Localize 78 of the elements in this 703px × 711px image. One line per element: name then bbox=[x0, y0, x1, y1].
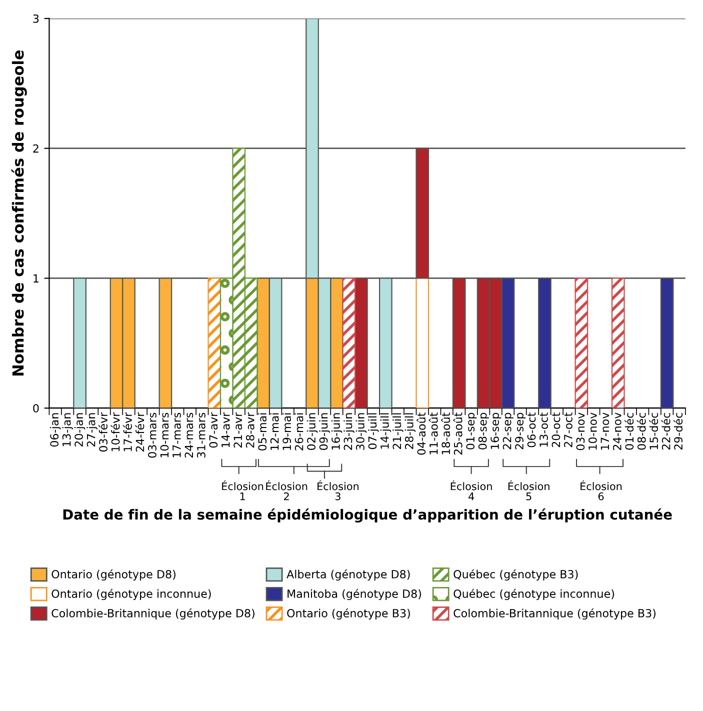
x-tick-label: 15-déc bbox=[649, 412, 658, 450]
x-tick-label: 06-oct bbox=[527, 412, 536, 448]
text: Éclosion 3 bbox=[318, 480, 359, 500]
legend-label: Ontario (génotype inconnue) bbox=[52, 588, 211, 600]
legend-label: Québec (génotype inconnue) bbox=[454, 588, 614, 600]
x-tick-label: 14-juill bbox=[380, 413, 392, 449]
bar bbox=[416, 278, 430, 408]
x-tick-label: 23-juin bbox=[344, 413, 354, 450]
y-tick-label: 0 bbox=[33, 404, 39, 412]
x-tick-label: 08-déc bbox=[636, 412, 646, 450]
x-tick-label: 05-mai bbox=[258, 413, 267, 450]
x-tick-label: 01-déc bbox=[624, 412, 634, 450]
x-tick-label: 09-juin bbox=[319, 413, 330, 450]
x-tick-label: 10-nov bbox=[588, 412, 597, 450]
x-tick-label: 29-déc bbox=[673, 412, 683, 450]
x-tick-label: 10-mars bbox=[160, 412, 169, 458]
x-tick-label: 13-jan bbox=[62, 413, 73, 446]
x-tick-label: 06-jan bbox=[50, 413, 61, 447]
x-tick-label: 07-juill bbox=[368, 413, 379, 450]
bar bbox=[611, 278, 625, 408]
x-tick-label: 13-oct bbox=[540, 412, 548, 447]
y-axis-title: Nombre de cas confirmés de rougeole bbox=[11, 50, 27, 376]
x-tick-label: 03-nov bbox=[576, 412, 585, 450]
bar bbox=[342, 278, 356, 408]
x-tick-label: 24-mars bbox=[184, 412, 194, 458]
x-tick-label: 27-oct bbox=[564, 412, 572, 448]
y-tick-label: 3 bbox=[33, 14, 39, 23]
x-tick-label: 21-juill bbox=[392, 413, 404, 450]
x-tick-label: 22-déc bbox=[661, 412, 670, 450]
legend-label: Ontario (génotype D8) bbox=[52, 569, 176, 581]
x-tick-label: 27-jan bbox=[86, 413, 98, 447]
x-tick-label: 26-mai bbox=[294, 413, 304, 450]
text: Éclosion 6 bbox=[580, 480, 622, 500]
text: Éclosion 5 bbox=[508, 480, 550, 500]
x-tick-label: 03-mars bbox=[148, 412, 156, 458]
x-tick-label: 21-avr bbox=[234, 412, 242, 448]
x-tick-label: 10-févr bbox=[110, 412, 120, 452]
x-tick-label: 08-sep bbox=[478, 412, 489, 450]
x-tick-label: 30-juin bbox=[356, 413, 367, 450]
x-tick-label: 28-avr bbox=[246, 412, 254, 448]
bar bbox=[574, 278, 588, 408]
x-tick-label: 03-févr bbox=[98, 412, 108, 452]
x-tick-label: 29-sep bbox=[515, 412, 526, 450]
x-tick-label: 22-sep bbox=[502, 412, 514, 450]
x-tick-label: 07-avr bbox=[209, 412, 218, 448]
x-tick-label: 04-août bbox=[416, 412, 426, 455]
x-tick-label: 14-avr bbox=[222, 412, 230, 448]
x-tick-label: 02-juin bbox=[306, 413, 318, 450]
x-tick-label: 16-sep bbox=[490, 412, 502, 449]
legend-label: Québec (génotype B3) bbox=[454, 569, 578, 581]
x-tick-label: 25-août bbox=[453, 412, 462, 455]
x-axis-title: Date de fin de la semaine épidémiologique d’apparition de l’éruption cutanée bbox=[63, 508, 672, 523]
x-tick-label: 11-août bbox=[428, 412, 438, 454]
legend-label: Colombie-Britannique (génotype D8) bbox=[52, 608, 254, 620]
x-tick-label: 31-mars bbox=[196, 412, 206, 458]
text: Éclosion 4 bbox=[450, 480, 492, 500]
x-tick-label: 01-sep bbox=[466, 412, 477, 450]
y-tick-label: 1 bbox=[34, 274, 38, 282]
x-tick-label: 17-mars bbox=[172, 412, 181, 458]
x-tick-label: 16-juin bbox=[331, 413, 342, 450]
legend-label: Ontario (génotype B3) bbox=[287, 608, 410, 620]
legend-label: Alberta (génotype D8) bbox=[286, 569, 410, 581]
x-tick-label: 12-mai bbox=[270, 413, 279, 450]
text: Éclosion 2 bbox=[266, 480, 308, 500]
x-tick-label: 18-août bbox=[441, 412, 450, 454]
x-tick-label: 24-nov bbox=[612, 412, 622, 450]
x-tick-label: 19-mai bbox=[282, 413, 292, 450]
legend-label: Colombie-Britannique (génotype B3) bbox=[454, 608, 656, 620]
bar bbox=[208, 278, 222, 408]
legend-label: Manitoba (génotype D8) bbox=[288, 588, 421, 600]
x-tick-label: 24-févr bbox=[135, 412, 144, 452]
x-tick-label: 17-nov bbox=[600, 412, 610, 450]
y-tick-label: 2 bbox=[33, 144, 38, 153]
text: Éclosion 1 bbox=[222, 480, 264, 500]
x-tick-label: 20-jan bbox=[74, 413, 86, 447]
x-tick-label: 20-oct bbox=[552, 412, 560, 448]
x-tick-label: 17-févr bbox=[122, 412, 132, 452]
x-tick-label: 28-juill bbox=[404, 413, 416, 450]
